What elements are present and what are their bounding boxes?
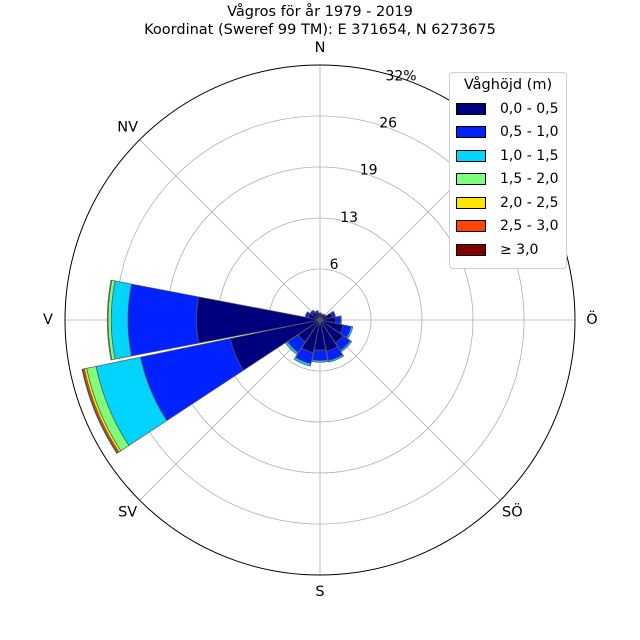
direction-label: SÖ [502, 502, 523, 520]
bar-segment-dir9-class2 [293, 356, 312, 367]
chart-subtitle: Koordinat (Sweref 99 TM): E 371654, N 62… [144, 22, 496, 38]
legend-item: ≥ 3,0 [456, 238, 560, 262]
legend-swatch [456, 243, 486, 256]
legend-title: Våghöjd (m) [463, 77, 553, 93]
legend-swatch [456, 196, 486, 209]
legend-label: ≥ 3,0 [500, 241, 539, 258]
grid-spoke [139, 139, 321, 321]
direction-label: S [315, 584, 324, 600]
bar-segment-dir10-class2 [285, 341, 299, 355]
bar-segment-dir13-class1 [304, 311, 311, 318]
grid-spoke [139, 319, 321, 501]
radial-tick-label: 19 [360, 163, 378, 179]
legend-rows: 0,0 - 0,5 0,5 - 1,0 1,0 - 1,5 1,5 - 2,0 2,0 … [456, 97, 560, 262]
direction-label: Ö [586, 310, 597, 328]
legend-label: 2,0 - 2,5 [500, 194, 559, 211]
bar-segment-dir11-class6 [81, 368, 119, 454]
direction-label: V [43, 312, 53, 328]
bar-segment-dir12-class4 [106, 279, 113, 361]
legend-item: 1,5 - 2,0 [456, 168, 560, 192]
legend-item: 2,0 - 2,5 [456, 191, 560, 215]
bar-segment-dir4-class2 [339, 315, 342, 325]
radial-tick-label: 26 [379, 116, 397, 132]
bar-segment-dir5-class2 [346, 326, 354, 339]
axis-labels: NNOÖSÖSSVVNV613192632% [43, 40, 598, 600]
legend-swatch [456, 102, 486, 115]
direction-label: N [315, 40, 326, 56]
bar-segment-dir7-class2 [327, 354, 345, 363]
radial-tick-label: 6 [330, 257, 339, 273]
legend-label: 1,0 - 1,5 [500, 147, 559, 164]
bar-segment-dir4-class1 [335, 315, 342, 325]
bar-segment-dir0-class1 [318, 312, 322, 315]
legend-swatch [456, 220, 486, 233]
bar-segment-dir14-class1 [309, 309, 316, 316]
bar-segment-dir8-class2 [311, 359, 329, 363]
radial-tick-label: 32% [385, 68, 416, 84]
bar-segment-dir15-class1 [314, 310, 319, 314]
legend-label: 2,5 - 3,0 [500, 218, 559, 235]
legend-label: 0,5 - 1,0 [500, 124, 559, 141]
legend-swatch [456, 126, 486, 139]
bar-segment-dir12-class1 [127, 283, 200, 357]
wave-bars [64, 64, 576, 576]
legend-label: 1,5 - 2,0 [500, 171, 559, 188]
legend-swatch [456, 173, 486, 186]
bar-segment-dir8-class1 [311, 349, 329, 361]
legend-item: 1,0 - 1,5 [456, 144, 560, 168]
direction-label: NV [117, 120, 138, 136]
outer-circle [64, 64, 576, 576]
chart-title: Vågros för år 1979 - 2019 [227, 3, 413, 20]
radial-tick-label: 13 [340, 210, 358, 226]
legend-item: 2,5 - 3,0 [456, 215, 560, 239]
legend-item: 0,5 - 1,0 [456, 121, 560, 145]
legend-item: 0,0 - 0,5 [456, 97, 560, 121]
grid-spoke [319, 319, 501, 501]
legend-swatch [456, 149, 486, 162]
legend-label: 0,0 - 0,5 [500, 100, 559, 117]
bar-segment-dir6-class2 [340, 340, 353, 353]
legend: Våghöjd (m) 0,0 - 0,5 0,5 - 1,0 1,0 - 1,5 1… [449, 72, 567, 269]
direction-label: SV [118, 504, 137, 520]
